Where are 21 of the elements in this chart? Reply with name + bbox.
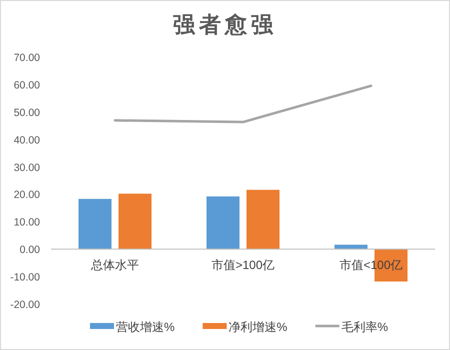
y-tick-label: -10.00 <box>10 272 40 284</box>
bar <box>78 198 112 250</box>
x-tick-label: 总体水平 <box>90 258 139 272</box>
y-tick-label: 30.00 <box>14 162 40 174</box>
y-tick-label: -20.00 <box>10 299 40 311</box>
bar <box>246 190 280 250</box>
y-tick-label: 40.00 <box>14 134 40 146</box>
bar <box>206 196 240 250</box>
y-tick-label: 50.00 <box>14 106 40 119</box>
y-tick-label: 60.00 <box>14 79 40 92</box>
chart-title: 强者愈强 <box>173 12 277 38</box>
y-tick-label: 70.00 <box>14 52 40 64</box>
legend-label: 营收增速% <box>116 320 175 334</box>
y-tick-label: 20.00 <box>14 189 40 202</box>
bar <box>118 194 152 250</box>
legend-label: 毛利率% <box>341 320 388 334</box>
x-tick-label: 市值>100亿 <box>211 258 275 272</box>
y-tick-label: 10.00 <box>14 216 40 229</box>
legend-label: 净利增速% <box>228 320 288 334</box>
y-tick-label: 0.00 <box>20 244 40 256</box>
bar <box>334 244 368 250</box>
